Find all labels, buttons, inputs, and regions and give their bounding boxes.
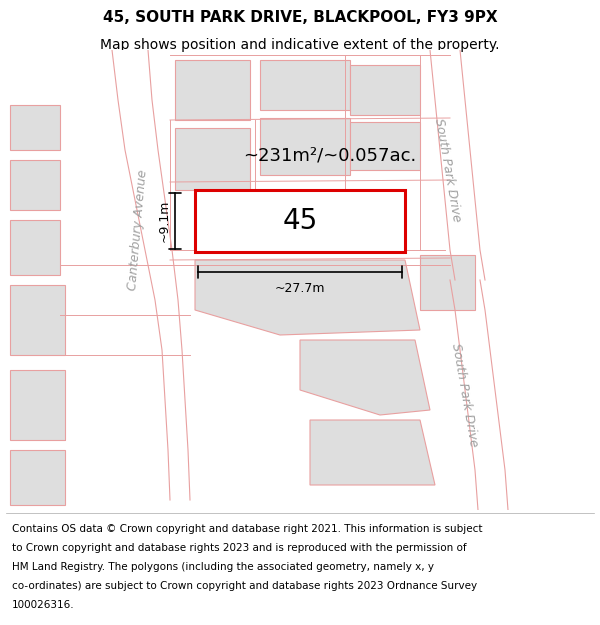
Text: co-ordinates) are subject to Crown copyright and database rights 2023 Ordnance S: co-ordinates) are subject to Crown copyr… xyxy=(12,581,477,591)
Polygon shape xyxy=(195,260,420,335)
Text: Contains OS data © Crown copyright and database right 2021. This information is : Contains OS data © Crown copyright and d… xyxy=(12,524,482,534)
Text: 100026316.: 100026316. xyxy=(12,600,74,610)
Bar xyxy=(260,118,350,175)
Text: to Crown copyright and database rights 2023 and is reproduced with the permissio: to Crown copyright and database rights 2… xyxy=(12,542,467,552)
Polygon shape xyxy=(300,340,430,415)
Bar xyxy=(10,450,65,505)
Text: South Park Drive: South Park Drive xyxy=(433,117,464,223)
Bar xyxy=(175,60,250,120)
Text: Canterbury Avenue: Canterbury Avenue xyxy=(126,169,150,291)
Bar xyxy=(10,370,65,440)
Polygon shape xyxy=(450,280,508,510)
Text: ~231m²/~0.057ac.: ~231m²/~0.057ac. xyxy=(244,146,416,164)
Text: 45: 45 xyxy=(283,207,317,235)
Text: South Park Drive: South Park Drive xyxy=(449,342,481,448)
Bar xyxy=(215,195,375,247)
Bar xyxy=(10,285,65,355)
Bar xyxy=(260,190,345,250)
Text: ~9.1m: ~9.1m xyxy=(158,200,171,242)
Text: HM Land Registry. The polygons (including the associated geometry, namely x, y: HM Land Registry. The polygons (includin… xyxy=(12,562,434,572)
Bar xyxy=(175,128,250,190)
Text: Map shows position and indicative extent of the property.: Map shows position and indicative extent… xyxy=(100,38,500,51)
Bar xyxy=(10,105,60,150)
Bar xyxy=(260,60,350,110)
Polygon shape xyxy=(430,50,485,280)
Polygon shape xyxy=(310,420,435,485)
Text: ~27.7m: ~27.7m xyxy=(275,282,325,295)
Bar xyxy=(420,255,475,310)
Bar xyxy=(350,65,420,115)
Bar xyxy=(350,122,420,170)
Bar xyxy=(195,190,405,252)
Polygon shape xyxy=(112,50,190,500)
Text: 45, SOUTH PARK DRIVE, BLACKPOOL, FY3 9PX: 45, SOUTH PARK DRIVE, BLACKPOOL, FY3 9PX xyxy=(103,10,497,25)
Bar xyxy=(10,160,60,210)
Bar xyxy=(10,220,60,275)
